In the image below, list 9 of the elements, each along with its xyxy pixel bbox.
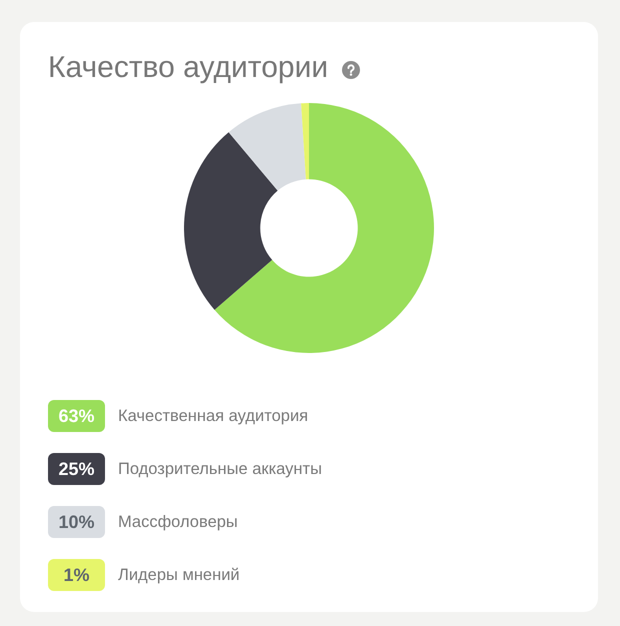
legend-label: Лидеры мнений	[118, 566, 240, 584]
legend-label: Качественная аудитория	[118, 406, 308, 426]
data-label: 10%	[48, 506, 105, 538]
data-label: 1%	[48, 559, 105, 591]
legend-label: Массфоловеры	[118, 512, 238, 532]
legend-label: Подозрительные аккаунты	[118, 460, 322, 478]
chart-title: Качество аудитории	[48, 50, 328, 86]
data-label: 25%	[48, 453, 105, 485]
data-label: 63%	[48, 400, 105, 432]
